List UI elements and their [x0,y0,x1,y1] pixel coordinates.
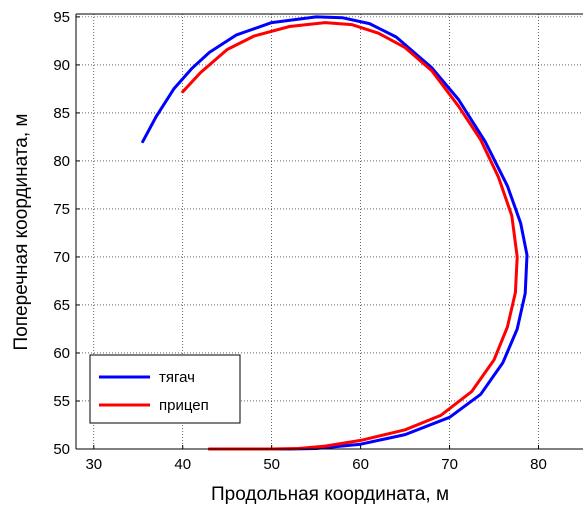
x-axis-label: Продольная координата, м [211,484,449,505]
axes [75,13,583,450]
y-tick-label-80: 80 [53,153,70,170]
y-tick-label-75: 75 [53,201,70,218]
x-tick-label-40: 40 [174,456,191,473]
legend-label-pritsep: прицеп [159,397,209,414]
y-tick-label-85: 85 [53,105,70,122]
series-line-tyagach [141,15,529,451]
y-tick-label-70: 70 [53,249,70,266]
x-tick-label-30: 30 [85,456,102,473]
legend: тягач прицеп [89,354,241,424]
legend-label-tyagach: тягач [159,369,195,386]
y-tick-label-60: 60 [53,345,70,362]
ticks: 30 40 50 60 70 80 50 55 60 65 70 75 80 85 90 95 [53,9,547,473]
y-axis-label: Поперечная координата, м [11,114,32,351]
y-tick-label-50: 50 [53,441,70,458]
x-tick-label-70: 70 [441,456,458,473]
x-tick-label-80: 80 [530,456,547,473]
series-layer [141,15,529,451]
x-tick-label-50: 50 [263,456,280,473]
y-tick-label-90: 90 [53,57,70,74]
series-line-pritsep [181,21,519,451]
x-tick-label-60: 60 [352,456,369,473]
y-tick-label-55: 55 [53,393,70,410]
y-tick-label-65: 65 [53,297,70,314]
y-tick-label-95: 95 [53,9,70,26]
legend-box [89,354,241,424]
